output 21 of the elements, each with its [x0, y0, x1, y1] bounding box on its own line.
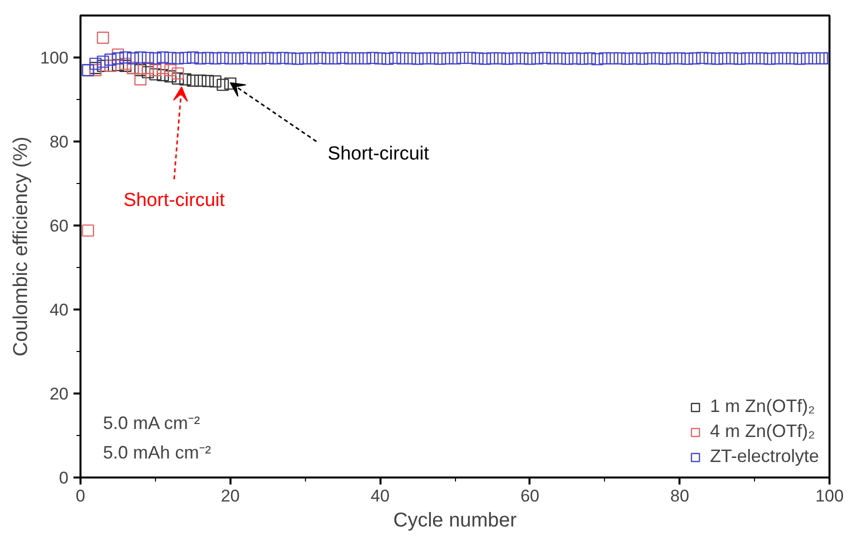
y-tick-label: 100 — [40, 48, 69, 68]
annotation: 5.0 mA cm⁻² — [102, 412, 200, 433]
x-axis-title: Cycle number — [393, 510, 518, 532]
y-tick-label: 80 — [50, 132, 69, 152]
y-tick-label: 20 — [50, 384, 69, 404]
annotation: Short-circuit — [123, 190, 226, 211]
y-tick-label: 0 — [59, 468, 69, 488]
x-tick-label: 0 — [76, 486, 86, 506]
legend-label: 1 m Zn(OTf)₂ — [710, 396, 815, 417]
x-tick-label: 80 — [670, 486, 690, 506]
annotation: Short-circuit — [328, 144, 430, 165]
legend-label: 4 m Zn(OTf)₂ — [710, 421, 815, 442]
x-tick-label: 60 — [520, 486, 540, 506]
annotation: 5.0 mAh cm⁻² — [102, 442, 211, 462]
x-tick-label: 100 — [815, 486, 844, 506]
x-tick-label: 20 — [220, 486, 240, 506]
y-tick-label: 40 — [50, 300, 69, 320]
legend-label: ZT-electrolyte — [710, 446, 819, 467]
x-tick-label: 40 — [370, 486, 390, 506]
y-axis-title: Coulombic efficiency (%) — [10, 136, 32, 356]
y-tick-label: 60 — [50, 216, 69, 236]
